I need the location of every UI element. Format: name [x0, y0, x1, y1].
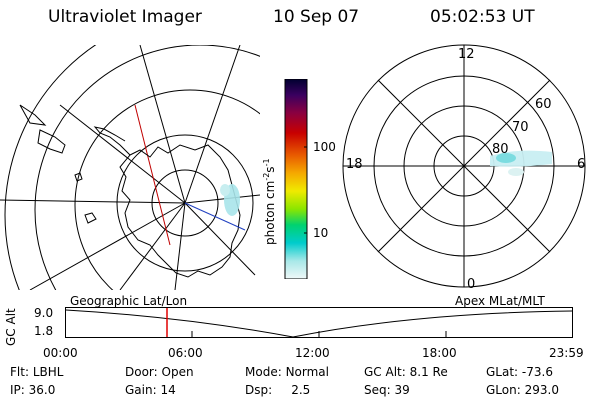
aurora-oval-emission [508, 168, 524, 176]
timeline-ytick-min: 1.8 [34, 324, 54, 338]
gc-alt-info: GC Alt: 8.1 Re [364, 365, 448, 379]
south-america-coastline [37, 129, 66, 154]
meridian-line [29, 202, 186, 290]
mlt-label-18: 18 [346, 157, 363, 172]
polar-mlat-mlt-plot [342, 44, 586, 288]
color-scale-bar [284, 79, 308, 279]
filter-info: Flt: LBHL [10, 365, 64, 379]
glat-info: GLat: -73.6 [486, 365, 553, 379]
meridian-line [139, 45, 186, 204]
geographic-label: Geographic Lat/Lon [70, 294, 188, 308]
meridian-line [0, 199, 186, 204]
geographic-map [0, 45, 260, 290]
lat-circle [151, 169, 219, 237]
instrument-title: Ultraviolet Imager [48, 7, 202, 27]
meridian-line [174, 202, 186, 290]
glon-info: GLon: 293.0 [486, 383, 559, 397]
mlt-label-0: 0 [467, 277, 476, 292]
mode-info: Mode: Normal [245, 365, 329, 379]
lat-circle [74, 89, 260, 290]
dsp-info: Dsp: 2.5 [245, 383, 311, 397]
mlat-label-70: 70 [512, 120, 529, 135]
image-date: 10 Sep 07 [273, 7, 360, 27]
aurora-emission [220, 184, 230, 196]
lat-circle [34, 45, 260, 290]
timeline-xtick-1800: 18:00 [422, 346, 457, 360]
meridian-line [119, 202, 186, 290]
meridian-line [184, 202, 256, 276]
aurora-oval-emission [496, 153, 516, 163]
polar-axis-diagonal [377, 79, 551, 253]
antarctica-coastline [119, 144, 241, 278]
mlat-label-60: 60 [535, 97, 552, 112]
altitude-curve [65, 309, 573, 338]
lat-circle [4, 45, 97, 290]
timeline-ytick-max: 9.0 [34, 306, 54, 320]
timeline-xtick-1200: 12:00 [295, 346, 330, 360]
colorbar-unit-label: photon cm-2s-1 [262, 158, 277, 245]
altitude-timeline-plot [65, 307, 573, 338]
mlat-label-80: 80 [492, 142, 509, 157]
island-coastline [74, 172, 83, 182]
color-gradient [284, 79, 308, 279]
terminator-line [134, 104, 171, 246]
mlt-label-6: 6 [577, 157, 586, 172]
ip-info: IP: 36.0 [10, 383, 56, 397]
seq-info: Seq: 39 [364, 383, 410, 397]
colorbar-tick-100: 100 [313, 140, 336, 154]
timeline-xtick-0000: 00:00 [43, 346, 78, 360]
image-time: 05:02:53 UT [430, 7, 535, 27]
colorbar-tick-10: 10 [313, 226, 329, 240]
timeline-ylabel: GC Alt [4, 308, 18, 346]
timeline-xtick-2359: 23:59 [549, 346, 584, 360]
meridian-line [184, 45, 241, 204]
timeline-xtick-0600: 06:00 [168, 346, 203, 360]
apex-label: Apex MLat/MLT [455, 294, 545, 308]
meridian-line [59, 104, 186, 204]
peninsula-coastline [93, 126, 131, 156]
mlt-label-12: 12 [458, 47, 475, 62]
gain-info: Gain: 14 [125, 383, 176, 397]
landmass-coastline [19, 104, 47, 126]
meridian-line [184, 194, 260, 204]
lat-circle [116, 134, 254, 272]
island-coastline [84, 212, 97, 224]
door-info: Door: Open [125, 365, 194, 379]
spacecraft-track [184, 202, 246, 231]
